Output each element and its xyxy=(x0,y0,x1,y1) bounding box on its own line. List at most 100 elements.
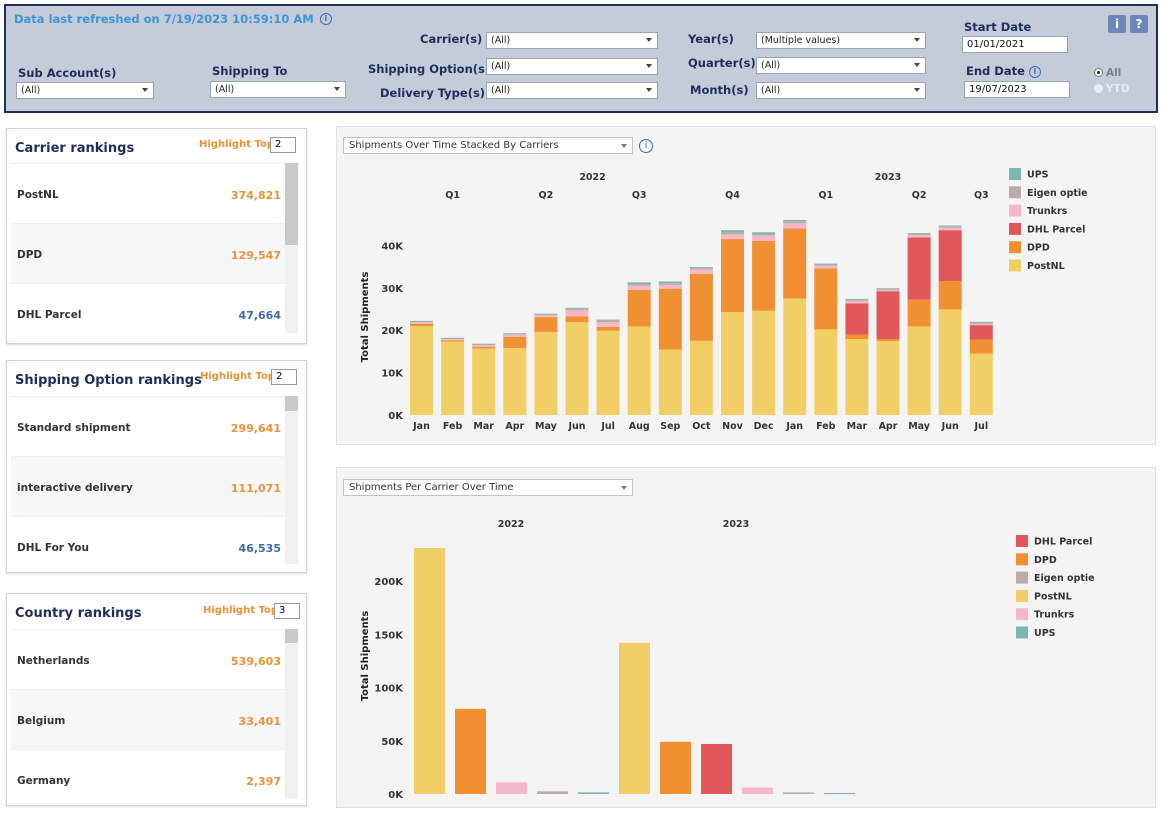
y-tick-label: 150K xyxy=(374,630,404,641)
y-tick-label: 40K xyxy=(381,241,404,252)
radio-all[interactable]: All xyxy=(1094,67,1121,79)
end-date-input[interactable]: 19/07/2023 xyxy=(964,81,1070,98)
filter-bar: Data last refreshed on 7/19/2023 10:59:1… xyxy=(4,4,1158,113)
month-select[interactable]: (All) xyxy=(756,82,926,99)
country-rankings-title: Country rankings xyxy=(15,606,142,621)
x-tick-label: May xyxy=(908,421,931,432)
list-item[interactable]: PostNL 374,821 xyxy=(11,163,285,223)
rank-value: 33,401 xyxy=(238,715,281,728)
bar-segment-ups xyxy=(472,343,496,345)
country-rankings-panel: Country rankings Highlight Top 3 Netherl… xyxy=(6,593,307,806)
chevron-down-icon xyxy=(914,63,920,67)
legend-swatch xyxy=(1016,571,1028,584)
list-item[interactable]: Belgium 33,401 xyxy=(11,689,285,749)
end-date-label-text: End Date xyxy=(966,64,1025,78)
scrollbar-thumb[interactable] xyxy=(285,629,298,643)
bar-segment-postnl xyxy=(783,298,807,415)
x-tick-label: Mar xyxy=(473,421,494,432)
shipping-to-select[interactable]: (All) xyxy=(210,81,346,98)
bar-segment-trunkrs xyxy=(441,339,465,341)
highlight-top-input[interactable]: 3 xyxy=(274,603,300,619)
legend-swatch xyxy=(1016,553,1028,566)
delivery-type-select[interactable]: (All) xyxy=(486,82,658,99)
bar-segment-dpd xyxy=(658,288,682,350)
shipping-option-rankings-panel: Shipping Option rankings Highlight Top 2… xyxy=(6,360,307,573)
scrollbar-thumb[interactable] xyxy=(285,396,298,411)
info-icon[interactable]: i xyxy=(639,139,653,153)
bar-segment-trunkrs xyxy=(876,289,900,292)
bar-segment-postnl xyxy=(752,310,776,415)
shipping-option-select[interactable]: (All) xyxy=(486,58,658,75)
y-tick-label: 0K xyxy=(388,411,404,422)
info-icon[interactable]: i xyxy=(1028,66,1041,78)
bar-segment-eigen-optie xyxy=(410,321,433,323)
rank-value: 46,535 xyxy=(238,542,281,555)
bar-segment-eigen-optie xyxy=(441,338,465,340)
bar-segment-dhl-parcel xyxy=(907,237,931,300)
bar-segment-ups xyxy=(689,267,713,268)
info-icon[interactable]: i xyxy=(319,13,332,25)
highlight-top-input[interactable]: 2 xyxy=(271,369,297,385)
quarter-label: Q1 xyxy=(818,190,833,201)
bar-segment-trunkrs xyxy=(565,310,589,317)
list-item[interactable]: DHL For You 46,535 xyxy=(11,516,285,576)
list-item[interactable]: DHL Parcel 47,664 xyxy=(11,283,285,343)
list-item[interactable]: Netherlands 539,603 xyxy=(11,629,285,689)
list-item[interactable]: Standard shipment 299,641 xyxy=(11,396,285,456)
bar-segment-trunkrs xyxy=(689,269,713,274)
bar-segment-ups xyxy=(441,337,465,339)
country-rankings-list: Netherlands 539,603 Belgium 33,401 Germa… xyxy=(11,629,285,809)
highlight-top-input[interactable]: 2 xyxy=(270,137,296,153)
radio-ytd[interactable]: YTD xyxy=(1094,83,1129,95)
quarter-label: Q2 xyxy=(912,190,927,201)
legend-label: Trunkrs xyxy=(1034,610,1075,621)
sub-account-select[interactable]: (All) xyxy=(16,82,154,99)
year-select[interactable]: (Multiple values) xyxy=(756,32,926,49)
bar-segment-eigen-optie xyxy=(534,314,558,315)
bar-postnl xyxy=(619,642,650,794)
x-tick-label: Dec xyxy=(754,421,774,432)
end-date-label: End Date i xyxy=(966,64,1041,78)
y-tick-label: 10K xyxy=(381,369,404,380)
bar-segment-dhl-parcel xyxy=(938,230,962,282)
refresh-status: Data last refreshed on 7/19/2023 10:59:1… xyxy=(14,12,332,26)
delivery-type-value: (All) xyxy=(491,85,511,96)
scrollbar[interactable] xyxy=(285,396,298,564)
quarter-select[interactable]: (All) xyxy=(756,57,926,74)
bar-segment-eigen-optie xyxy=(845,299,869,301)
bar-segment-eigen-optie xyxy=(876,289,900,290)
bar-segment-postnl xyxy=(565,322,589,415)
chart-type-select[interactable]: Shipments Over Time Stacked By Carriers xyxy=(343,137,633,154)
carrier-select[interactable]: (All) xyxy=(486,32,658,49)
bar-segment-dpd xyxy=(441,340,465,342)
bar-segment-trunkrs xyxy=(627,285,651,290)
bar-segment-dpd xyxy=(845,334,869,340)
legend-label: Trunkrs xyxy=(1027,206,1068,217)
scrollbar[interactable] xyxy=(285,163,298,333)
bar-segment-trunkrs xyxy=(783,222,807,229)
list-item[interactable]: interactive delivery 111,071 xyxy=(11,456,285,516)
y-tick-label: 30K xyxy=(381,284,404,295)
list-item[interactable]: Germany 2,397 xyxy=(11,749,285,809)
help-button[interactable]: ? xyxy=(1130,15,1148,33)
list-item[interactable]: DPD 129,547 xyxy=(11,223,285,283)
bar-segment-dhl-parcel xyxy=(969,325,993,340)
chart-type-select[interactable]: Shipments Per Carrier Over Time xyxy=(343,479,633,496)
x-tick-label: Jun xyxy=(567,421,585,432)
scrollbar[interactable] xyxy=(285,629,298,799)
bar-segment-eigen-optie xyxy=(472,344,496,346)
bar-segment-postnl xyxy=(876,341,900,415)
bar-segment-trunkrs xyxy=(658,284,682,289)
legend-label: DHL Parcel xyxy=(1034,537,1092,548)
start-date-input[interactable]: 01/01/2021 xyxy=(962,36,1068,53)
legend-label: PostNL xyxy=(1034,591,1072,602)
bar-segment-eigen-optie xyxy=(627,284,651,286)
bar-segment-ups xyxy=(938,225,962,227)
month-value: (All) xyxy=(761,85,781,96)
bar-segment-eigen-optie xyxy=(689,267,713,270)
delivery-type-label: Delivery Type(s) xyxy=(380,86,486,100)
scrollbar-thumb[interactable] xyxy=(285,163,298,245)
info-button[interactable]: i xyxy=(1108,15,1126,33)
rank-name: PostNL xyxy=(17,189,59,201)
carrier-rankings-panel: Carrier rankings Highlight Top 2 PostNL … xyxy=(6,128,307,344)
